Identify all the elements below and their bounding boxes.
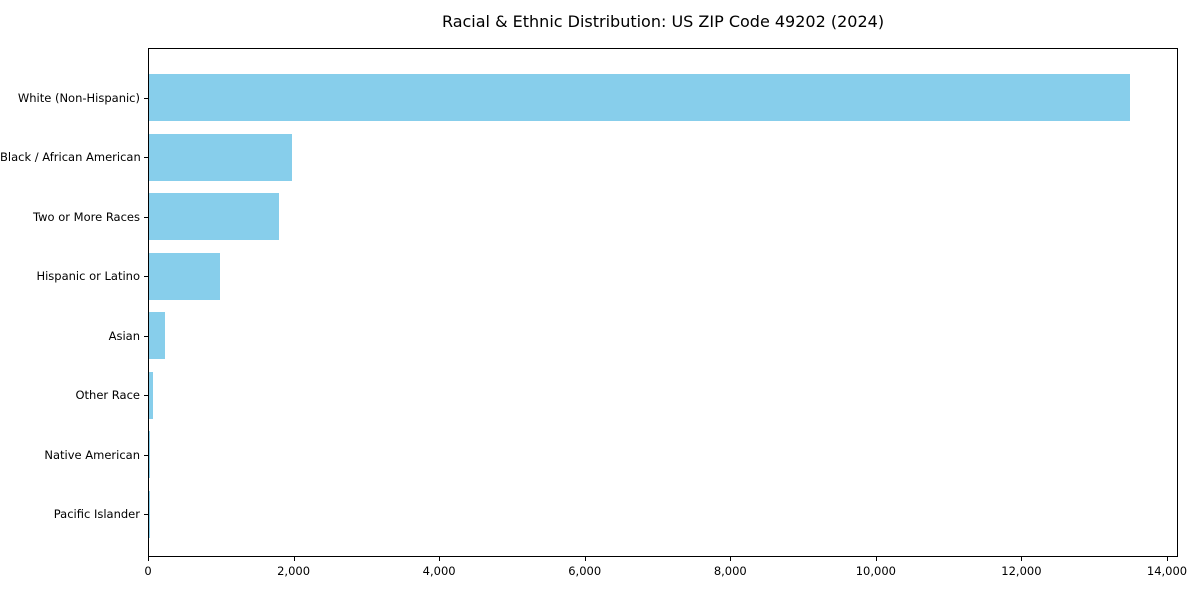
bar-two-or-more-races bbox=[149, 193, 279, 240]
x-tick-label: 12,000 bbox=[1001, 564, 1042, 578]
x-tick-mark bbox=[148, 557, 149, 561]
y-tick-mark bbox=[144, 216, 148, 218]
y-tick-mark bbox=[144, 514, 148, 515]
x-tick-mark bbox=[1021, 557, 1023, 561]
bar-pacific-islander bbox=[149, 490, 150, 538]
x-tick-mark bbox=[293, 557, 295, 561]
chart-title: Racial & Ethnic Distribution: US ZIP Cod… bbox=[441, 12, 885, 31]
bar-hispanic-or-latino bbox=[149, 252, 220, 300]
x-tick-label: 6,000 bbox=[568, 564, 602, 578]
x-tick-label: 2,000 bbox=[277, 564, 311, 578]
x-tick-label: 10,000 bbox=[855, 564, 896, 578]
y-tick-mark bbox=[144, 97, 148, 99]
bar-native-american bbox=[149, 431, 151, 478]
x-tick-label: 14,000 bbox=[1146, 564, 1188, 578]
x-tick-label: 0 bbox=[144, 564, 152, 578]
y-axis-label: Pacific Islander bbox=[53, 507, 140, 521]
x-tick-label: 8,000 bbox=[713, 564, 747, 578]
y-axis-label: Asian bbox=[108, 328, 140, 343]
plot-area bbox=[148, 48, 1178, 557]
y-axis-label: Black / African American bbox=[0, 150, 141, 164]
y-axis-label: Hispanic or Latino bbox=[36, 269, 140, 283]
bar-other-race bbox=[149, 371, 154, 419]
x-tick-mark bbox=[875, 557, 877, 561]
y-tick-mark bbox=[144, 454, 148, 456]
y-axis-label: Two or More Races bbox=[33, 209, 140, 224]
y-tick-mark bbox=[144, 276, 148, 277]
y-tick-mark bbox=[144, 335, 148, 337]
bar-white-non-hispanic bbox=[149, 74, 1131, 121]
y-tick-mark bbox=[144, 157, 148, 158]
x-tick-mark bbox=[584, 557, 586, 561]
y-axis-label: White (Non-Hispanic) bbox=[17, 90, 140, 105]
x-tick-label: 4,000 bbox=[422, 564, 456, 578]
y-axis-label: Native American bbox=[44, 447, 140, 462]
bar-asian bbox=[149, 312, 166, 359]
y-tick-mark bbox=[144, 395, 148, 396]
y-axis-label: Other Race bbox=[75, 388, 141, 402]
bar-black-african-american bbox=[149, 133, 293, 181]
x-tick-mark bbox=[1167, 557, 1168, 561]
x-tick-mark bbox=[730, 557, 732, 561]
x-tick-mark bbox=[439, 557, 441, 561]
